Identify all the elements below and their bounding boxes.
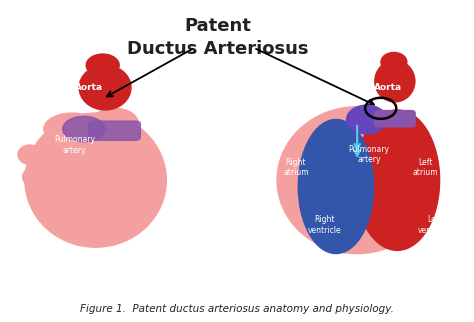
- Text: Aorta: Aorta: [74, 83, 103, 92]
- Ellipse shape: [298, 119, 374, 253]
- Text: Right
ventricle: Right ventricle: [307, 215, 341, 234]
- FancyBboxPatch shape: [374, 110, 415, 127]
- Text: Pulmonary
artery: Pulmonary artery: [54, 135, 95, 155]
- Ellipse shape: [18, 145, 41, 164]
- Ellipse shape: [79, 65, 131, 110]
- FancyBboxPatch shape: [89, 121, 140, 140]
- Ellipse shape: [381, 52, 407, 71]
- Ellipse shape: [23, 167, 46, 186]
- Ellipse shape: [91, 108, 138, 137]
- Text: Figure 1.  Patent ductus arteriosus anatomy and physiology.: Figure 1. Patent ductus arteriosus anato…: [80, 304, 394, 314]
- Ellipse shape: [44, 113, 100, 145]
- Text: Right
atrium: Right atrium: [283, 158, 309, 177]
- Ellipse shape: [25, 113, 166, 247]
- Text: Ductus Arteriosus: Ductus Arteriosus: [128, 40, 309, 58]
- Ellipse shape: [277, 107, 438, 253]
- Ellipse shape: [375, 61, 415, 102]
- Ellipse shape: [346, 105, 387, 134]
- Text: Aorta: Aorta: [374, 83, 402, 92]
- Text: Left
ventricle: Left ventricle: [418, 215, 452, 234]
- Ellipse shape: [72, 218, 110, 238]
- Text: Left
atrium: Left atrium: [413, 158, 438, 177]
- Ellipse shape: [63, 116, 105, 142]
- Text: Patent: Patent: [185, 17, 252, 35]
- Text: Pulmonary
artery: Pulmonary artery: [348, 145, 390, 164]
- Ellipse shape: [355, 110, 439, 251]
- Ellipse shape: [86, 54, 119, 76]
